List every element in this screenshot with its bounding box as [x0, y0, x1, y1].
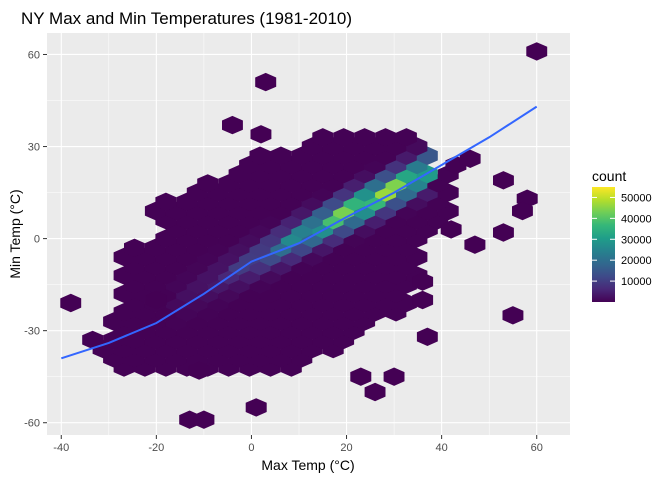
hex-cell-outlier [222, 115, 243, 135]
hex-cell-outlier [493, 223, 514, 242]
legend-title: count [592, 168, 626, 184]
hex-cell-outlier [350, 367, 372, 386]
hexbin-cells [60, 42, 548, 429]
hex-cell-outlier [188, 361, 210, 380]
hex-cell-outlier [255, 72, 277, 92]
hex-cell [312, 128, 334, 147]
hex-cell [82, 330, 104, 350]
hex-cell-outlier [383, 367, 405, 386]
smooth-line-path [60, 105, 538, 360]
x-tick-label: -20 [148, 442, 164, 454]
hex-cell-outlier [459, 149, 481, 168]
legend-tick-label: 10000 [621, 276, 652, 288]
smooth-trend-line [60, 105, 538, 360]
hex-cell [354, 128, 376, 147]
hex-cell-outlier [193, 410, 215, 429]
chart-title: NY Max and Min Temperatures (1981-2010) [21, 9, 352, 28]
x-tick-label: -40 [53, 442, 69, 454]
hex-cell-outlier [502, 306, 524, 325]
x-tick-label: 60 [531, 442, 543, 454]
x-tick-label: 20 [340, 442, 352, 454]
x-tick-label: 0 [248, 442, 254, 454]
hex-cell-outlier [440, 220, 462, 239]
hex-cell-outlier [412, 290, 434, 310]
color-legend: count 10000 20000 30000 40000 50000 [592, 168, 652, 302]
hex-cell [375, 128, 396, 147]
y-tick-label: 60 [28, 49, 40, 61]
legend-ticks: 10000 20000 30000 40000 50000 [592, 192, 652, 288]
y-tick-label: 30 [28, 142, 40, 154]
hex-cell-outlier [60, 293, 82, 313]
hex-cell-outlier [493, 171, 514, 190]
hex-cell-outlier [364, 382, 386, 402]
y-axis-ticks: -60 -30 0 30 60 [24, 49, 47, 430]
legend-colorbar [592, 187, 615, 302]
hex-cell [155, 192, 177, 211]
hex-cell [249, 146, 271, 165]
y-tick-label: -60 [24, 418, 40, 430]
hex-cell-outlier [464, 235, 486, 254]
y-tick-label: -30 [24, 326, 40, 338]
x-tick-label: 40 [436, 442, 448, 454]
y-axis-label: Min Temp (°C) [7, 189, 23, 278]
hex-cell [124, 238, 145, 257]
x-axis-ticks: -40 -20 0 20 40 60 [53, 435, 543, 454]
hex-cell-outlier [526, 42, 548, 61]
hex-cell-outlier [250, 125, 272, 144]
hex-cell [197, 174, 219, 193]
hex-cell-outlier [145, 290, 167, 310]
legend-tick-label: 50000 [621, 192, 652, 204]
hex-cell [270, 146, 292, 165]
legend-tick-label: 40000 [621, 213, 652, 225]
hex-cell [396, 128, 417, 147]
hex-cell-outlier [416, 327, 438, 346]
hex-cell-outlier [245, 398, 267, 417]
legend-tick-label: 30000 [621, 234, 652, 246]
hex-cell-outlier [412, 272, 434, 291]
hex-cell-outlier [512, 201, 533, 221]
x-axis-label: Max Temp (°C) [261, 457, 354, 473]
y-tick-label: 0 [34, 234, 40, 246]
legend-tick-label: 20000 [621, 255, 652, 267]
hex-cell [333, 128, 355, 147]
